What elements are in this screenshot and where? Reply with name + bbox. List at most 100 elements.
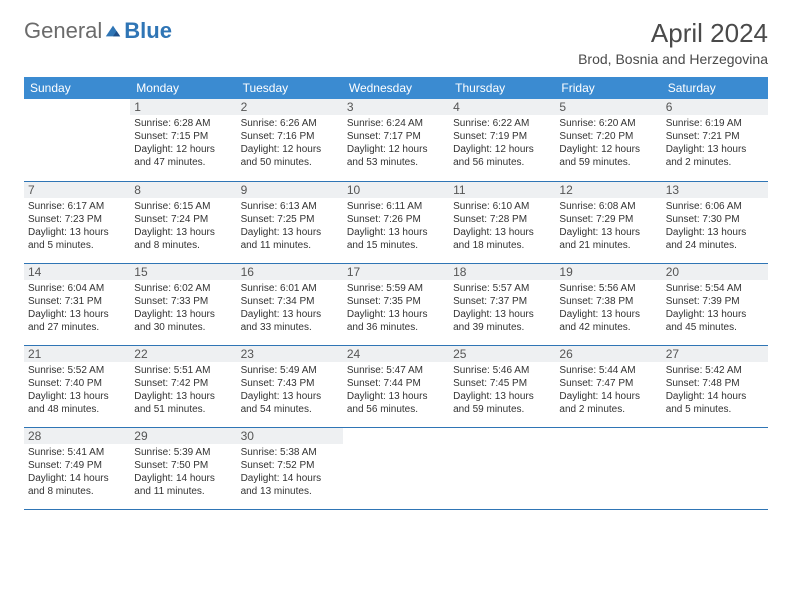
day-info: Sunrise: 5:41 AMSunset: 7:49 PMDaylight:… (28, 446, 126, 498)
day-number: 19 (555, 264, 661, 280)
day-number: 13 (662, 182, 768, 198)
sunset-text: Sunset: 7:44 PM (347, 377, 445, 390)
day-header: Friday (555, 77, 661, 99)
day-number: 30 (237, 428, 343, 444)
daylight-text: Daylight: 13 hours and 2 minutes. (666, 143, 764, 169)
day-info: Sunrise: 5:51 AMSunset: 7:42 PMDaylight:… (134, 364, 232, 416)
calendar-day-cell: 11Sunrise: 6:10 AMSunset: 7:28 PMDayligh… (449, 181, 555, 263)
daylight-text: Daylight: 13 hours and 54 minutes. (241, 390, 339, 416)
sunrise-text: Sunrise: 6:20 AM (559, 117, 657, 130)
calendar-week-row: 28Sunrise: 5:41 AMSunset: 7:49 PMDayligh… (24, 427, 768, 509)
sunrise-text: Sunrise: 6:06 AM (666, 200, 764, 213)
day-info: Sunrise: 6:22 AMSunset: 7:19 PMDaylight:… (453, 117, 551, 169)
day-header: Monday (130, 77, 236, 99)
calendar-body: 1 Sunrise: 6:28 AMSunset: 7:15 PM Daylight… (24, 99, 768, 509)
logo-text-general: General (24, 18, 102, 44)
calendar-day-cell: 17Sunrise: 5:59 AMSunset: 7:35 PMDayligh… (343, 263, 449, 345)
daylight-text: Daylight: 13 hours and 27 minutes. (28, 308, 126, 334)
day-header: Saturday (662, 77, 768, 99)
sunrise-text: Sunrise: 6:28 AM (134, 117, 232, 130)
calendar-day-cell: 20Sunrise: 5:54 AMSunset: 7:39 PMDayligh… (662, 263, 768, 345)
calendar-week-row: 21Sunrise: 5:52 AMSunset: 7:40 PMDayligh… (24, 345, 768, 427)
daylight-text: Daylight: 13 hours and 15 minutes. (347, 226, 445, 252)
sunset-text: Sunset: 7:24 PM (134, 213, 232, 226)
sunrise-text: Sunrise: 5:46 AM (453, 364, 551, 377)
header: General Blue April 2024 Brod, Bosnia and… (24, 18, 768, 67)
day-number: 3 (343, 99, 449, 115)
calendar-table: SundayMondayTuesdayWednesdayThursdayFrid… (24, 77, 768, 510)
day-header: Sunday (24, 77, 130, 99)
daylight-text: Daylight: 14 hours and 13 minutes. (241, 472, 339, 498)
sunset-text: Sunset: 7:40 PM (28, 377, 126, 390)
daylight-text: Daylight: 13 hours and 8 minutes. (134, 226, 232, 252)
sunrise-text: Sunrise: 6:11 AM (347, 200, 445, 213)
day-number: 1 (130, 99, 236, 115)
day-info: Sunrise: 6:17 AMSunset: 7:23 PMDaylight:… (28, 200, 126, 252)
daylight-text: Daylight: 13 hours and 59 minutes. (453, 390, 551, 416)
day-info: Sunrise: 6:08 AMSunset: 7:29 PMDaylight:… (559, 200, 657, 252)
day-number: 11 (449, 182, 555, 198)
sunset-text: Sunset: 7:20 PM (559, 130, 657, 143)
day-number: 9 (237, 182, 343, 198)
calendar-day-cell (662, 427, 768, 509)
day-info: Sunrise: 5:47 AMSunset: 7:44 PMDaylight:… (347, 364, 445, 416)
calendar-day-cell: 7Sunrise: 6:17 AMSunset: 7:23 PMDaylight… (24, 181, 130, 263)
day-info: Sunrise: 6:04 AMSunset: 7:31 PMDaylight:… (28, 282, 126, 334)
day-number: 2 (237, 99, 343, 115)
day-info: Sunrise: 6:11 AMSunset: 7:26 PMDaylight:… (347, 200, 445, 252)
calendar-day-cell: 5Sunrise: 6:20 AMSunset: 7:20 PMDaylight… (555, 99, 661, 181)
day-number: 27 (662, 346, 768, 362)
calendar-day-cell: 14Sunrise: 6:04 AMSunset: 7:31 PMDayligh… (24, 263, 130, 345)
daylight-text: Daylight: 13 hours and 56 minutes. (347, 390, 445, 416)
sunset-text: Sunset: 7:43 PM (241, 377, 339, 390)
daylight-text: Daylight: 13 hours and 45 minutes. (666, 308, 764, 334)
daylight-text: Daylight: 14 hours and 5 minutes. (666, 390, 764, 416)
day-info: Sunrise: 6:20 AMSunset: 7:20 PMDaylight:… (559, 117, 657, 169)
month-title: April 2024 (578, 18, 768, 49)
calendar-day-cell: 9Sunrise: 6:13 AMSunset: 7:25 PMDaylight… (237, 181, 343, 263)
daylight-text: Daylight: 14 hours and 2 minutes. (559, 390, 657, 416)
daylight-text: Daylight: 13 hours and 33 minutes. (241, 308, 339, 334)
sunrise-text: Sunrise: 5:39 AM (134, 446, 232, 459)
sunset-text: Sunset: 7:30 PM (666, 213, 764, 226)
sunset-text: Sunset: 7:38 PM (559, 295, 657, 308)
day-number: 23 (237, 346, 343, 362)
sunrise-text: Sunrise: 5:52 AM (28, 364, 126, 377)
sunset-text: Sunset: 7:47 PM (559, 377, 657, 390)
daylight-text: Daylight: 12 hours and 56 minutes. (453, 143, 551, 169)
daylight-text: Daylight: 14 hours and 11 minutes. (134, 472, 232, 498)
calendar-day-cell: 18Sunrise: 5:57 AMSunset: 7:37 PMDayligh… (449, 263, 555, 345)
sunrise-text: Sunrise: 6:01 AM (241, 282, 339, 295)
sunrise-text: Sunrise: 6:17 AM (28, 200, 126, 213)
day-info: Sunrise: 6:19 AMSunset: 7:21 PMDaylight:… (666, 117, 764, 169)
daylight-text: Daylight: 14 hours and 8 minutes. (28, 472, 126, 498)
sunset-text: Sunset: 7:49 PM (28, 459, 126, 472)
sunrise-text: Sunrise: 5:57 AM (453, 282, 551, 295)
day-info: Sunrise: 5:57 AMSunset: 7:37 PMDaylight:… (453, 282, 551, 334)
day-info: Sunrise: 6:01 AMSunset: 7:34 PMDaylight:… (241, 282, 339, 334)
sunset-text: Sunset: 7:16 PM (241, 130, 339, 143)
calendar-day-cell: 25Sunrise: 5:46 AMSunset: 7:45 PMDayligh… (449, 345, 555, 427)
sunset-text: Sunset: 7:26 PM (347, 213, 445, 226)
calendar-day-cell: 26Sunrise: 5:44 AMSunset: 7:47 PMDayligh… (555, 345, 661, 427)
daylight-text: Daylight: 13 hours and 48 minutes. (28, 390, 126, 416)
sunset-text: Sunset: 7:15 PM (134, 130, 232, 143)
day-number: 15 (130, 264, 236, 280)
calendar-day-cell: 16Sunrise: 6:01 AMSunset: 7:34 PMDayligh… (237, 263, 343, 345)
calendar-day-cell: 30Sunrise: 5:38 AMSunset: 7:52 PMDayligh… (237, 427, 343, 509)
sunrise-text: Sunrise: 6:08 AM (559, 200, 657, 213)
calendar-day-cell: 12Sunrise: 6:08 AMSunset: 7:29 PMDayligh… (555, 181, 661, 263)
daylight-text: Daylight: 12 hours and 50 minutes. (241, 143, 339, 169)
calendar-day-cell: 24Sunrise: 5:47 AMSunset: 7:44 PMDayligh… (343, 345, 449, 427)
calendar-day-cell (24, 99, 130, 181)
sunrise-text: Sunrise: 5:54 AM (666, 282, 764, 295)
sunrise-text: Sunrise: 6:13 AM (241, 200, 339, 213)
calendar-week-row: 7Sunrise: 6:17 AMSunset: 7:23 PMDaylight… (24, 181, 768, 263)
day-header: Tuesday (237, 77, 343, 99)
day-number: 21 (24, 346, 130, 362)
day-number: 20 (662, 264, 768, 280)
day-number: 22 (130, 346, 236, 362)
calendar-day-cell: 29Sunrise: 5:39 AMSunset: 7:50 PMDayligh… (130, 427, 236, 509)
sunset-text: Sunset: 7:23 PM (28, 213, 126, 226)
sunset-text: Sunset: 7:21 PM (666, 130, 764, 143)
